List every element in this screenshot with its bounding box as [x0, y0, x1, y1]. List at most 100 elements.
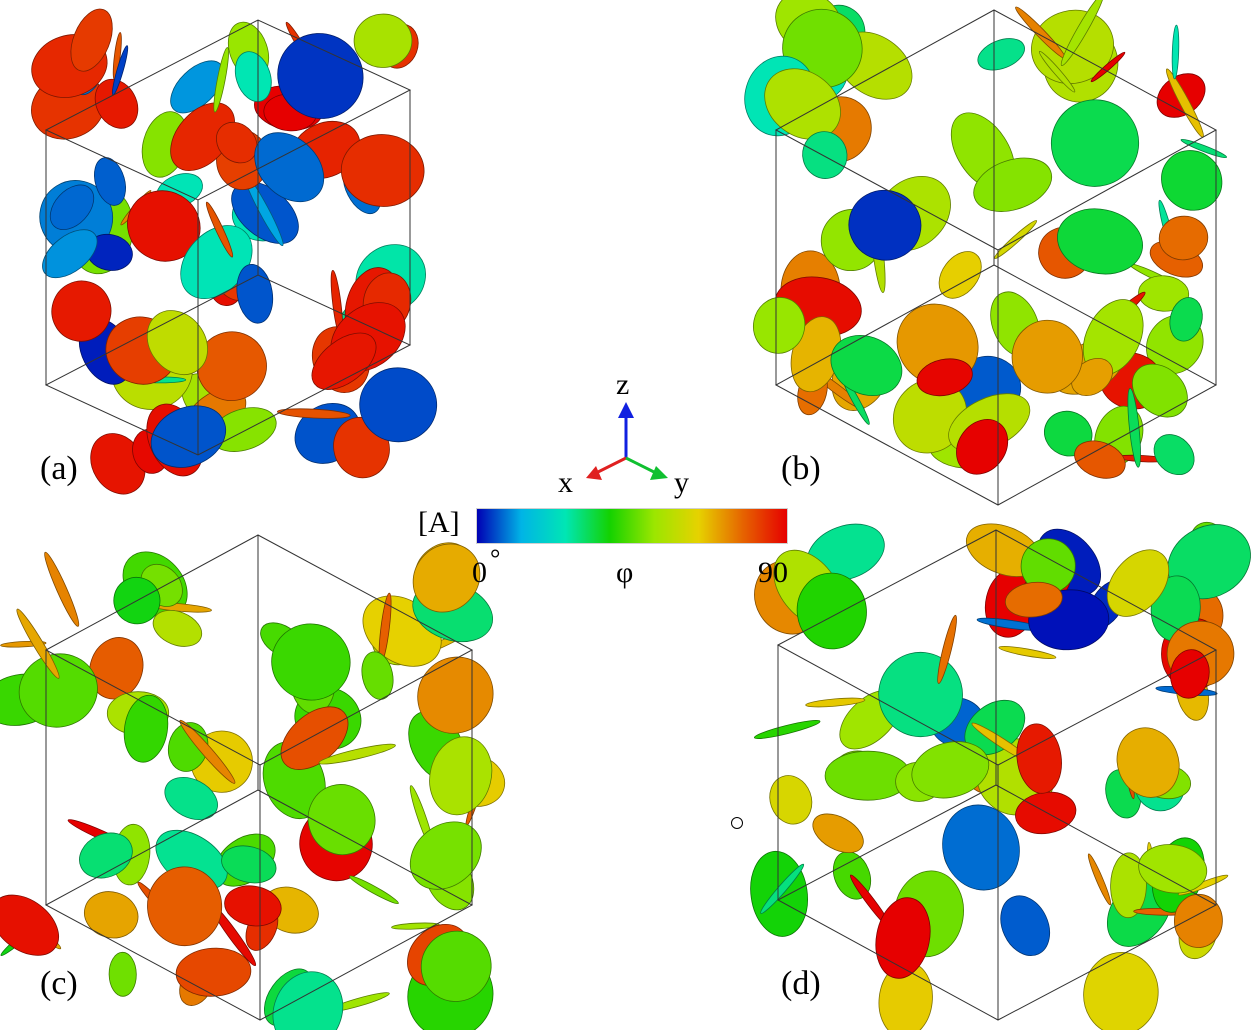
particle-disc	[340, 134, 425, 207]
colorbar	[476, 508, 788, 544]
particle-disc	[1116, 727, 1180, 798]
panel-d-label: (d)	[781, 965, 821, 1002]
particle-disc	[1011, 319, 1083, 394]
particle-disc	[938, 251, 982, 299]
particle-disc	[16, 608, 60, 679]
particle-disc	[213, 47, 229, 113]
x-axis-label: x	[558, 466, 573, 499]
particle-disc	[271, 623, 351, 701]
particle-disc	[179, 719, 236, 784]
panel-d-discs	[750, 521, 1251, 1030]
particle-disc	[234, 51, 272, 102]
y-axis-arrow	[625, 456, 657, 475]
y-axis-label: y	[674, 466, 689, 499]
particle-disc	[1016, 723, 1062, 794]
particle-disc	[805, 697, 866, 708]
panel-b-discs	[744, 0, 1228, 479]
particle-disc	[994, 220, 1038, 259]
particle-disc	[916, 358, 973, 397]
stray-circle-mark	[731, 817, 743, 829]
particle-disc	[1106, 549, 1170, 617]
particle-disc	[1132, 363, 1188, 418]
particle-disc	[1050, 99, 1140, 187]
particle-disc	[254, 132, 325, 203]
particle-disc	[1087, 853, 1112, 906]
particle-disc	[1083, 951, 1159, 1030]
particle-disc	[123, 694, 169, 763]
particle-disc	[1071, 357, 1113, 397]
particle-disc	[1110, 852, 1147, 919]
axes-triad	[586, 402, 668, 480]
particle-disc	[42, 229, 98, 279]
particle-disc	[216, 121, 258, 164]
panel-c-discs	[0, 542, 506, 1030]
panel-a: (a)	[0, 0, 626, 515]
degree-symbol: °	[490, 544, 501, 573]
particle-disc	[277, 408, 351, 419]
particle-disc	[44, 551, 80, 627]
panel-b-label: (b)	[781, 450, 821, 487]
particle-disc	[1090, 51, 1126, 83]
particle-disc	[796, 572, 867, 650]
particle-disc	[998, 646, 1057, 659]
particle-disc	[875, 897, 931, 979]
particle-disc	[51, 280, 112, 342]
panel-d-bounding-box	[776, 529, 1218, 1021]
panel-d-render	[750, 521, 1251, 1030]
particle-disc	[318, 743, 396, 765]
panel-c: (c)	[0, 515, 626, 1030]
panel-d: (d)	[626, 515, 1252, 1030]
particle-disc	[848, 189, 922, 261]
particle-disc	[205, 201, 234, 258]
particle-disc	[1138, 844, 1208, 894]
particle-disc	[956, 419, 1009, 475]
particle-disc	[937, 614, 957, 684]
panel-c-bounding-box	[44, 534, 474, 1021]
particle-disc	[70, 8, 113, 72]
particle-disc	[94, 157, 126, 206]
panel-a-label: (a)	[40, 450, 78, 487]
particle-disc	[412, 543, 481, 613]
particle-disc	[830, 335, 903, 396]
particle-disc	[49, 184, 95, 231]
panel-a-bounding-box	[44, 19, 412, 456]
panel-a-render	[31, 8, 438, 495]
particle-disc	[1038, 50, 1076, 93]
colorbar-title: [A]	[418, 506, 460, 539]
legend: z x y [A] 0 ° φ 90	[380, 368, 860, 610]
particle-disc	[94, 78, 139, 129]
colorbar-max-label: 90	[758, 556, 788, 589]
particle-disc	[769, 775, 813, 825]
particle-disc	[224, 885, 282, 927]
particle-disc	[1074, 440, 1126, 479]
particle-disc	[764, 68, 841, 140]
particle-disc	[1057, 208, 1143, 275]
particle-disc	[420, 930, 492, 1002]
particle-disc	[417, 656, 494, 734]
particle-disc	[152, 610, 203, 647]
particle-disc	[753, 720, 821, 739]
z-axis-arrowhead	[618, 402, 634, 418]
particle-disc	[429, 736, 493, 816]
particle-disc	[84, 891, 139, 939]
phi-symbol: φ	[616, 556, 634, 589]
particle-disc	[1170, 649, 1210, 699]
particle-disc	[147, 866, 223, 947]
particle-disc	[1158, 215, 1209, 261]
particle-disc	[150, 405, 226, 468]
particle-disc	[1000, 895, 1051, 956]
x-axis-arrow	[595, 456, 627, 475]
particle-disc	[977, 38, 1025, 71]
panel-b-bounding-box	[774, 9, 1218, 506]
particle-disc	[349, 875, 399, 905]
particle-disc	[973, 157, 1053, 212]
particle-disc	[0, 894, 59, 956]
particle-disc	[307, 784, 376, 856]
particle-disc	[1060, 0, 1104, 67]
particle-disc	[361, 651, 394, 700]
panel-c-render	[0, 534, 506, 1030]
colorbar-min-label: 0	[472, 556, 487, 589]
particle-disc	[164, 777, 218, 820]
particle-disc	[1004, 581, 1063, 618]
particle-disc	[196, 331, 267, 401]
